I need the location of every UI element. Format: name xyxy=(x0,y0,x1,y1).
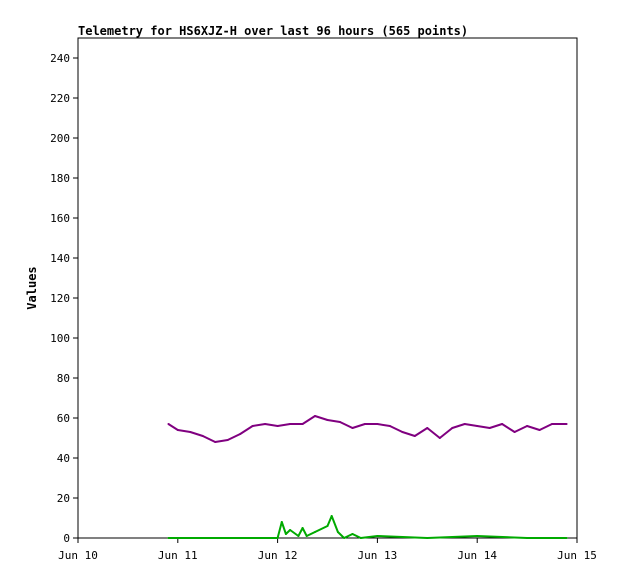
y-tick-label: 100 xyxy=(50,332,70,345)
series-2-point xyxy=(226,537,229,539)
series-layer xyxy=(167,415,568,539)
series-1-point xyxy=(251,425,254,427)
series-1-point xyxy=(388,425,391,427)
series-1-point xyxy=(538,429,541,431)
chart-title: Telemetry for HS6XJZ-H over last 96 hour… xyxy=(78,24,468,38)
plot-frame xyxy=(77,37,578,539)
series-1-point xyxy=(226,439,229,441)
series-1-point xyxy=(264,423,267,425)
series-1-point xyxy=(413,435,416,437)
series-line-1 xyxy=(167,415,567,443)
series-1-point xyxy=(513,431,516,433)
x-tick-label: Jun 13 xyxy=(358,549,398,562)
series-line-2 xyxy=(168,515,567,539)
series-1-point xyxy=(189,431,192,433)
series-1-point xyxy=(565,423,568,425)
y-tick-label: 160 xyxy=(50,212,70,225)
series-1-point xyxy=(438,437,441,439)
y-tick-label: 240 xyxy=(50,52,70,65)
series-2-point xyxy=(284,533,287,535)
series-2-point xyxy=(476,535,479,537)
x-tick-label: Jun 15 xyxy=(557,549,597,562)
series-1-point xyxy=(289,423,292,425)
series-2-point xyxy=(305,535,308,537)
series-2-point xyxy=(526,537,529,539)
series-1-point xyxy=(551,423,554,425)
series-1-point xyxy=(314,415,317,417)
series-2-point xyxy=(280,521,283,523)
series-1-point xyxy=(488,427,491,429)
y-tick-label: 40 xyxy=(57,452,70,465)
x-tick-label: Jun 12 xyxy=(258,549,298,562)
series-1-point xyxy=(338,421,341,423)
series-2-point xyxy=(376,535,379,537)
series-2-point xyxy=(289,529,292,531)
series-2-point xyxy=(167,537,170,539)
series-2-point xyxy=(276,537,279,539)
x-tick-label: Jun 10 xyxy=(58,549,98,562)
y-tick-label: 220 xyxy=(50,92,70,105)
series-1-point xyxy=(451,427,454,429)
y-tick-label: 0 xyxy=(63,532,70,545)
y-tick-label: 20 xyxy=(57,492,70,505)
y-axis-label: Values xyxy=(25,266,39,309)
series-2-point xyxy=(565,537,568,539)
series-2-point xyxy=(351,533,354,535)
y-tick-label: 80 xyxy=(57,372,70,385)
series-1-point xyxy=(176,429,179,431)
y-tick-label: 140 xyxy=(50,252,70,265)
y-tick-label: 60 xyxy=(57,412,70,425)
series-1-point xyxy=(201,435,204,437)
series-1-point xyxy=(167,423,170,425)
series-2-point xyxy=(359,537,362,539)
series-1-point xyxy=(376,423,379,425)
series-1-point xyxy=(363,423,366,425)
x-tick-label: Jun 11 xyxy=(158,549,198,562)
series-2-point xyxy=(426,537,429,539)
y-tick-label: 120 xyxy=(50,292,70,305)
series-1-point xyxy=(501,423,504,425)
series-1-point xyxy=(426,427,429,429)
y-tick-label: 180 xyxy=(50,172,70,185)
series-1-point xyxy=(526,425,529,427)
series-2-point xyxy=(343,537,346,539)
y-axis: 0 20 40 60 80 100 120 140 160 180 200 220 240 xyxy=(50,52,78,545)
series-2-point xyxy=(297,535,300,537)
series-1-point xyxy=(326,419,329,421)
series-2-point xyxy=(330,515,333,517)
y-tick-label: 200 xyxy=(50,132,70,145)
series-1-point xyxy=(301,423,304,425)
x-axis: Jun 10 Jun 11 Jun 12 Jun 13 Jun 14 Jun 15 xyxy=(58,538,597,562)
series-1-point xyxy=(214,441,217,443)
series-2-point xyxy=(314,531,317,533)
series-1-point xyxy=(463,423,466,425)
x-tick-label: Jun 14 xyxy=(457,549,497,562)
series-2-point xyxy=(326,525,329,527)
series-1-point xyxy=(476,425,479,427)
series-2-point xyxy=(336,531,339,533)
series-1-point xyxy=(401,431,404,433)
series-1-point xyxy=(276,425,279,427)
series-1-point xyxy=(351,427,354,429)
series-2-point xyxy=(301,527,304,529)
series-1-point xyxy=(239,433,242,435)
